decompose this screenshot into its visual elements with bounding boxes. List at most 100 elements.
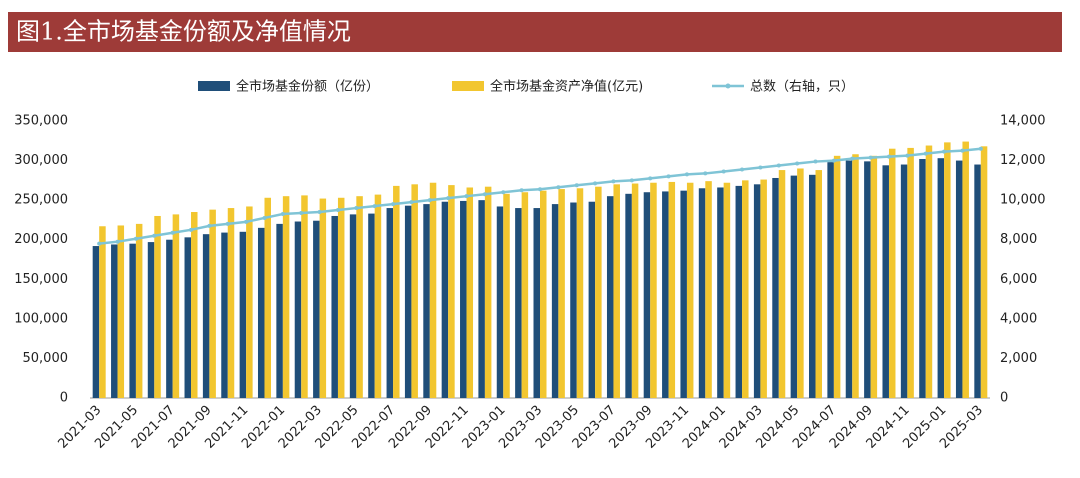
bar [735, 185, 743, 398]
title-banner [8, 12, 1062, 52]
line-marker [244, 219, 249, 224]
bar [570, 202, 577, 398]
line-marker [923, 151, 928, 156]
bar [809, 174, 816, 398]
chart-title: 图1.全市场基金份额及净值情况 [16, 18, 351, 46]
legend-swatch [452, 81, 484, 91]
line-marker [556, 185, 561, 190]
bar [870, 155, 878, 398]
bar [172, 214, 180, 398]
y-tick-label: 50,000 [23, 351, 69, 366]
bar [466, 187, 474, 398]
legend-label: 全市场基金资产净值(亿元) [490, 79, 643, 95]
line-marker [354, 206, 359, 211]
bar [533, 208, 540, 398]
bar [962, 141, 969, 398]
bar [202, 234, 210, 398]
bar [705, 181, 712, 398]
line-marker [372, 204, 377, 209]
bar [423, 204, 430, 398]
bar [595, 186, 602, 398]
bar [900, 164, 908, 398]
line-marker [813, 159, 818, 164]
bar [955, 160, 963, 398]
bar [662, 191, 669, 398]
line-marker [538, 187, 542, 192]
bar [460, 200, 467, 398]
bar [117, 225, 125, 398]
bar [760, 179, 767, 398]
bar [374, 194, 382, 398]
line-marker [152, 233, 157, 238]
bar [625, 193, 632, 398]
line-marker [446, 196, 451, 201]
line-marker [280, 211, 285, 216]
line-marker [482, 192, 487, 197]
bar [368, 213, 375, 398]
bar [331, 215, 338, 398]
line-marker [464, 194, 469, 199]
line-marker [409, 200, 414, 205]
line-marker [776, 163, 781, 168]
y2-tick-label: 10,000 [1000, 193, 1046, 208]
bar [680, 190, 687, 398]
line-marker [666, 174, 671, 179]
bar [521, 192, 529, 398]
line-marker [611, 179, 616, 184]
bar [753, 184, 761, 398]
bar [239, 231, 247, 398]
bar [129, 243, 136, 398]
bar [606, 196, 614, 398]
legend-label: 全市场基金份额（亿份） [236, 79, 379, 95]
bar [441, 201, 449, 398]
y2-tick-label: 8,000 [1000, 232, 1037, 247]
bar [503, 193, 510, 398]
legend-swatch [198, 81, 230, 91]
y2-tick-label: 0 [1000, 391, 1008, 406]
legend-swatch [725, 83, 731, 89]
y2-tick-label: 4,000 [1000, 311, 1037, 326]
bar [717, 187, 724, 398]
bar [356, 196, 363, 398]
line-marker [850, 156, 855, 161]
line-marker [868, 155, 873, 160]
line-marker [427, 198, 432, 203]
line-marker [262, 215, 267, 220]
line-marker [593, 181, 598, 186]
bar [576, 188, 584, 398]
bar [772, 177, 779, 398]
bar [448, 185, 455, 398]
bar [815, 170, 823, 398]
y-tick-label: 300,000 [14, 153, 68, 168]
bar [99, 226, 106, 398]
bar [313, 220, 320, 398]
bar [154, 215, 161, 398]
line-marker [170, 230, 175, 235]
y-tick-label: 150,000 [14, 272, 68, 287]
line-marker [721, 169, 726, 174]
line-marker [684, 172, 689, 177]
y-tick-label: 350,000 [14, 114, 68, 129]
bar [484, 186, 492, 398]
bar [852, 154, 859, 398]
bar [888, 148, 896, 398]
bar [613, 184, 620, 398]
bar [864, 161, 871, 398]
bar [631, 183, 639, 398]
bar [257, 227, 265, 398]
line-marker [942, 149, 947, 154]
y2-tick-label: 6,000 [1000, 272, 1037, 287]
bar [790, 175, 798, 398]
bar [221, 232, 228, 398]
bar [551, 204, 559, 398]
bar [349, 214, 357, 398]
bar [111, 244, 118, 398]
bar [227, 208, 235, 398]
bar [515, 208, 522, 398]
y2-tick-label: 2,000 [1000, 351, 1037, 366]
line-marker [335, 208, 340, 213]
bar [723, 182, 731, 398]
bar [668, 181, 676, 398]
bar [393, 185, 400, 398]
